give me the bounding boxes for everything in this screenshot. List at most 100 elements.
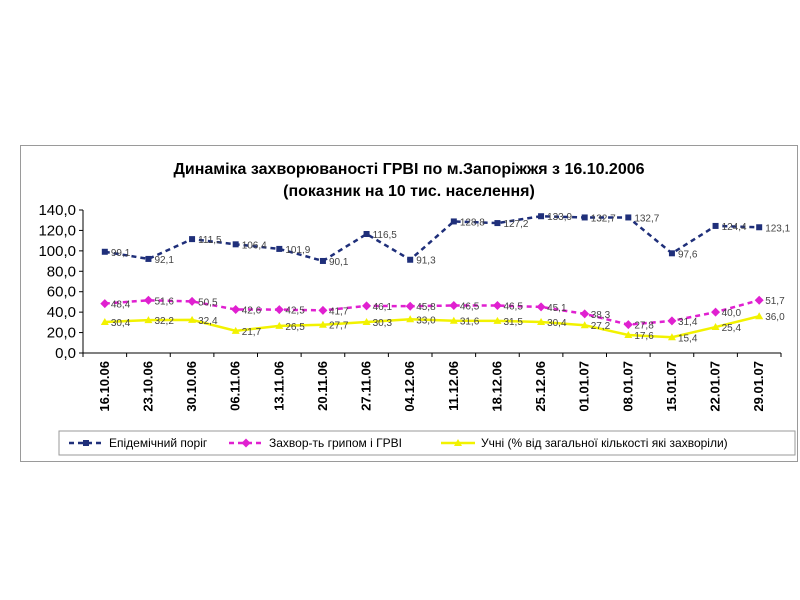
x-tick-label: 16.10.06: [97, 361, 112, 412]
data-label: 17,6: [634, 331, 654, 342]
data-point: [319, 257, 326, 264]
data-label: 15,4: [678, 333, 698, 344]
data-point: [405, 301, 415, 311]
line-chart: Динаміка захворюваності ГРВІ по м.Запорі…: [38, 161, 796, 456]
data-point: [100, 317, 109, 325]
y-tick-label: 60,0: [47, 284, 76, 301]
data-point: [276, 245, 283, 252]
data-point: [231, 326, 240, 334]
y-tick-label: 40,0: [47, 304, 76, 321]
data-label: 106,4: [242, 240, 267, 251]
x-tick-label: 18.12.06: [489, 361, 504, 412]
data-label: 46,1: [373, 302, 393, 313]
data-point: [143, 295, 153, 305]
data-point: [406, 315, 415, 323]
data-point: [755, 312, 764, 320]
data-label: 91,3: [416, 256, 436, 267]
data-point: [537, 317, 546, 325]
x-tick-label: 20.11.06: [315, 361, 330, 411]
data-label: 45,8: [416, 302, 436, 313]
data-label: 116,5: [373, 230, 398, 241]
data-label: 51,6: [154, 296, 174, 307]
x-tick-label: 01.01.07: [577, 361, 592, 412]
y-tick-label: 80,0: [47, 263, 76, 280]
data-point: [667, 333, 676, 341]
data-point: [318, 305, 328, 315]
data-label: 40,0: [722, 308, 742, 319]
data-label: 132,7: [634, 213, 659, 224]
data-label: 41,7: [329, 306, 349, 317]
data-label: 30,4: [547, 318, 567, 329]
data-label: 111,5: [198, 235, 222, 246]
data-point: [538, 213, 545, 220]
series-3: [100, 312, 764, 341]
series-line: [104, 315, 760, 339]
data-label: 132,7: [591, 213, 616, 224]
y-tick-label: 120,0: [38, 222, 76, 239]
data-point: [363, 231, 370, 238]
x-tick-label: 08.01.07: [620, 361, 635, 412]
x-tick-label: 23.10.06: [140, 361, 155, 412]
data-point: [232, 241, 239, 248]
x-tick-label: 30.10.06: [184, 361, 199, 412]
data-point: [711, 323, 720, 331]
data-label: 27,8: [634, 321, 654, 332]
data-point: [241, 438, 251, 448]
y-tick-label: 20,0: [47, 325, 76, 342]
y-tick-label: 100,0: [38, 243, 76, 260]
data-point: [144, 316, 153, 324]
legend-box: [58, 430, 796, 456]
data-point: [275, 321, 284, 329]
chart-title: Динаміка захворюваності ГРВІ по м.Запорі…: [173, 161, 644, 178]
data-point: [187, 296, 197, 306]
data-label: 38,3: [591, 310, 611, 321]
data-label: 48,4: [111, 300, 131, 311]
data-point: [449, 316, 458, 324]
x-tick-label: 06.11.06: [228, 361, 243, 411]
legend-entry: Епідемічний поріг: [109, 436, 208, 450]
data-label: 31,4: [678, 317, 698, 328]
data-point: [623, 320, 633, 330]
data-label: 32,4: [198, 316, 218, 327]
data-label: 124,4: [722, 222, 747, 233]
data-label: 51,7: [765, 296, 785, 307]
data-point: [580, 309, 590, 319]
x-tick-label: 27.11.06: [359, 361, 374, 411]
data-point: [667, 316, 677, 326]
data-point: [231, 304, 241, 314]
data-point: [668, 250, 675, 257]
data-label: 128,8: [460, 217, 485, 228]
data-label: 26,5: [285, 322, 305, 333]
x-tick-label: 04.12.06: [402, 361, 417, 412]
data-label: 46,5: [460, 302, 480, 313]
data-point: [711, 307, 721, 317]
data-point: [100, 299, 110, 309]
data-label: 97,6: [678, 249, 698, 260]
y-tick-label: 140,0: [38, 202, 76, 219]
legend-entry: Захвор-ть грипом і ГРВІ: [269, 436, 402, 450]
series-1: [101, 213, 763, 264]
data-label: 101,9: [285, 245, 310, 256]
data-point: [756, 224, 763, 231]
series-layer: [100, 213, 764, 341]
data-labels: 99,1 92,1 111,5 106,4 101,9 90,1 116,5 91,3 128,…: [111, 212, 791, 344]
data-label: 30,3: [373, 318, 393, 329]
data-point: [494, 220, 501, 227]
x-tick-label: 13.11.06: [271, 361, 286, 411]
x-tick-label: 29.01.07: [751, 361, 766, 412]
data-point: [580, 321, 589, 329]
data-point: [189, 236, 196, 243]
x-tick-label: 15.01.07: [664, 361, 679, 412]
series-line: [104, 214, 760, 263]
y-tick-label: 0,0: [55, 345, 76, 362]
data-label: 90,1: [329, 257, 349, 268]
legend: Епідемічний поріг Захвор-ть грипом і ГРВІ…: [58, 430, 796, 456]
data-point: [450, 218, 457, 225]
data-label: 42,6: [242, 305, 262, 316]
data-point: [83, 440, 89, 446]
data-label: 27,2: [591, 321, 611, 332]
data-label: 21,7: [242, 327, 262, 338]
data-label: 92,1: [154, 255, 174, 266]
data-point: [318, 320, 327, 328]
data-label: 31,6: [460, 317, 480, 328]
